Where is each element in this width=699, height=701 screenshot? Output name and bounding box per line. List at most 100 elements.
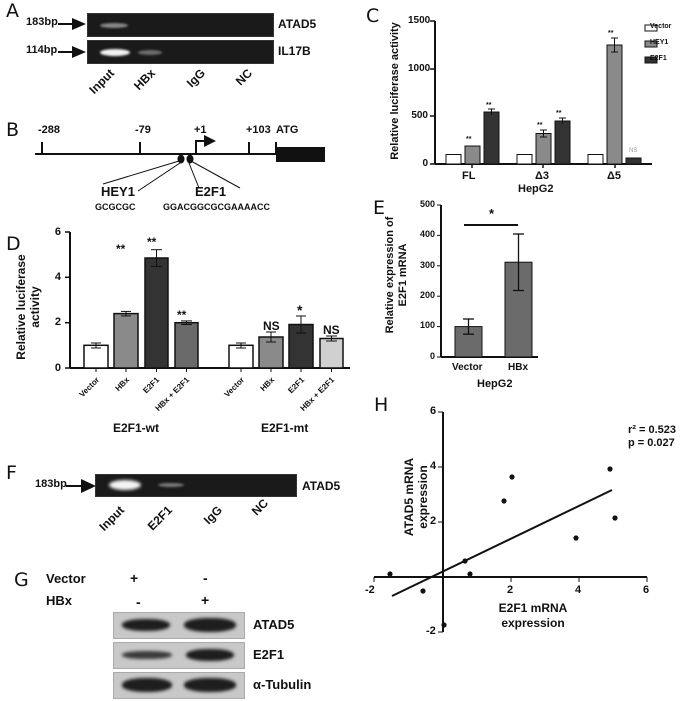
position-label: +103 bbox=[246, 124, 271, 136]
p-value-label: p = 0.027 bbox=[628, 437, 675, 449]
x-axis-label: HepG2 bbox=[477, 378, 513, 390]
category-fl: FL bbox=[462, 170, 476, 182]
y-tick: 2 bbox=[54, 316, 61, 328]
y-axis-label: Relative luciferase activity bbox=[14, 254, 42, 360]
row-label-atad5: ATAD5 bbox=[278, 17, 317, 31]
legend-hey1: HEY1 bbox=[650, 39, 669, 46]
sig-annotation: ** bbox=[486, 102, 492, 109]
y-axis-label: ATAD5 mRNA expression bbox=[402, 442, 430, 552]
sig-annotation: * bbox=[297, 302, 303, 318]
lane-label-hbx: HBx bbox=[131, 66, 158, 93]
row-label-il17b: IL17B bbox=[278, 44, 311, 58]
y-tick: -2 bbox=[426, 625, 436, 637]
blot-atad5 bbox=[113, 612, 245, 639]
y-tick: 6 bbox=[430, 405, 437, 417]
y-tick: 500 bbox=[419, 199, 435, 209]
y-axis-label-line1: Relative expression of bbox=[384, 216, 396, 334]
band-input bbox=[100, 49, 130, 56]
band-hbx bbox=[186, 649, 234, 661]
significance-star: * bbox=[489, 206, 495, 221]
site-name-hey1: HEY1 bbox=[101, 184, 135, 199]
marker-183bp: 183bp bbox=[26, 16, 58, 28]
blot-tubulin bbox=[113, 672, 245, 699]
chart-e bbox=[437, 204, 538, 358]
row-label-e2f1: E2F1 bbox=[253, 647, 285, 662]
x-tick: 4 bbox=[575, 584, 582, 596]
x-tick: 2 bbox=[507, 584, 514, 596]
condition-sign: - bbox=[203, 570, 208, 586]
x-tick: -2 bbox=[365, 584, 375, 596]
panel-e-letter: E bbox=[373, 197, 386, 219]
position-label: -79 bbox=[135, 124, 151, 136]
panel-b-letter: B bbox=[6, 119, 20, 141]
condition-sign: - bbox=[136, 594, 141, 610]
band-hbx bbox=[138, 50, 162, 55]
y-tick: 0 bbox=[422, 158, 428, 169]
sig-annotation: NS bbox=[323, 323, 340, 337]
band-e2f1 bbox=[158, 483, 184, 487]
y-tick: 4 bbox=[430, 460, 437, 472]
panel-a-letter: A bbox=[6, 0, 19, 22]
legend-vector: Vector bbox=[650, 23, 672, 30]
band-input bbox=[109, 480, 141, 490]
y-tick: 0 bbox=[429, 351, 435, 361]
site-name-e2f1: E2F1 bbox=[195, 184, 227, 199]
site-seq-e2f1: GGACGGCGCGAAAACC bbox=[163, 202, 270, 212]
y-axis-label-line1: ATAD5 mRNA bbox=[402, 457, 416, 537]
band-vector bbox=[122, 619, 170, 631]
panel-d-letter: D bbox=[6, 233, 21, 255]
condition-label-hbx: HBx bbox=[46, 593, 73, 608]
y-axis-label-line2: E2F1 mRNA bbox=[397, 243, 409, 307]
sig-annotation: ** bbox=[147, 235, 157, 249]
y-tick: 300 bbox=[419, 260, 435, 270]
band-vector bbox=[122, 651, 172, 659]
category-hbx: HBx bbox=[508, 362, 529, 373]
promoter-diagram bbox=[35, 135, 325, 192]
condition-sign: + bbox=[201, 592, 210, 608]
y-tick: 1500 bbox=[408, 15, 431, 26]
gel-atad5-chip bbox=[95, 474, 297, 497]
marker-114bp: 114bp bbox=[26, 44, 58, 56]
row-label-tubulin: α-Tubulin bbox=[253, 677, 312, 692]
sig-annotation: ** bbox=[116, 242, 126, 256]
band-input bbox=[100, 23, 128, 28]
sig-annotation: NS bbox=[263, 319, 280, 333]
panel-h-letter: H bbox=[374, 394, 389, 416]
y-tick: 0 bbox=[54, 362, 61, 374]
x-axis-label-line1: E2F1 mRNA bbox=[498, 601, 568, 615]
marker-arrow-line bbox=[58, 51, 74, 53]
category-vector: Vector bbox=[452, 362, 483, 373]
panel-c-letter: C bbox=[366, 5, 380, 27]
y-tick: 6 bbox=[54, 226, 61, 238]
sig-annotation: ** bbox=[537, 122, 543, 129]
y-tick: 2 bbox=[430, 515, 437, 527]
y-tick: 400 bbox=[419, 229, 435, 239]
x-axis-label-line2: expression bbox=[501, 616, 565, 630]
gel-il17b bbox=[87, 40, 274, 64]
row-label-atad5: ATAD5 bbox=[302, 479, 341, 493]
x-tick: 6 bbox=[643, 584, 650, 596]
y-tick: 200 bbox=[419, 290, 435, 300]
y-tick: 100 bbox=[419, 320, 435, 330]
blot-e2f1 bbox=[113, 642, 245, 669]
sig-annotation: ** bbox=[556, 110, 562, 117]
group-label-mt: E2F1-mt bbox=[261, 421, 309, 435]
atg-label: ATG bbox=[276, 124, 299, 136]
sig-annotation: ** bbox=[177, 308, 187, 322]
condition-label-vector: Vector bbox=[46, 571, 86, 586]
lane-label-input: Input bbox=[86, 66, 117, 97]
arrow-right-icon bbox=[72, 46, 86, 58]
sig-annotation-ns: NS bbox=[629, 148, 638, 154]
lane-label-nc: NC bbox=[248, 496, 271, 519]
band-hbx bbox=[184, 678, 236, 692]
marker-183bp: 183bp bbox=[35, 478, 67, 490]
y-tick: 1000 bbox=[408, 63, 431, 74]
arrow-right-icon bbox=[72, 18, 86, 30]
x-axis-label: E2F1 mRNA expression bbox=[498, 601, 568, 631]
group-label-wt: E2F1-wt bbox=[113, 421, 160, 435]
category-d3: Δ3 bbox=[535, 170, 550, 182]
category-d5: Δ5 bbox=[607, 170, 622, 182]
y-axis-label: Relative luciferase activity bbox=[389, 22, 401, 160]
x-axis-label: HepG2 bbox=[518, 183, 554, 195]
y-axis-label: Relative expression of E2F1 mRNA bbox=[384, 205, 410, 345]
